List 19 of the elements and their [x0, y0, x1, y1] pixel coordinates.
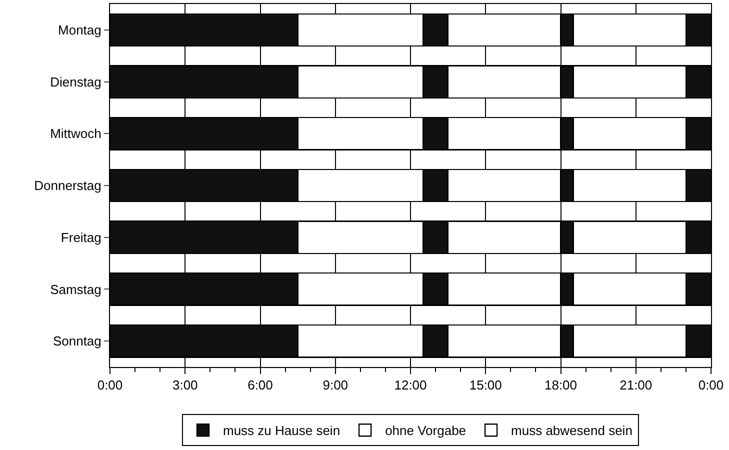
- y-tick-label: Donnerstag: [34, 178, 102, 194]
- x-tick-label: 6:00: [248, 378, 273, 393]
- x-tick-label: 3:00: [172, 378, 198, 393]
- y-tick-label: Dienstag: [50, 74, 102, 90]
- legend-label: muss abwesend sein: [511, 423, 632, 438]
- legend-label: ohne Vorgabe: [385, 423, 466, 438]
- x-tick-label: 21:00: [620, 378, 652, 393]
- legend-label: muss zu Hause sein: [223, 423, 340, 438]
- x-tick-label: 9:00: [322, 378, 348, 393]
- x-tick-label: 0:00: [97, 378, 123, 393]
- y-tick-label: Sonntag: [52, 334, 102, 349]
- y-tick-label: Mittwoch: [50, 126, 102, 142]
- y-tick-label: Samstag: [50, 282, 102, 297]
- y-tick-label: Montag: [58, 22, 102, 38]
- y-tick-label: Freitag: [60, 230, 102, 245]
- x-tick-label: 12:00: [394, 378, 427, 393]
- x-tick-label: 0:00: [698, 378, 724, 393]
- x-tick-label: 15:00: [469, 378, 502, 393]
- x-tick-label: 18:00: [544, 378, 578, 393]
